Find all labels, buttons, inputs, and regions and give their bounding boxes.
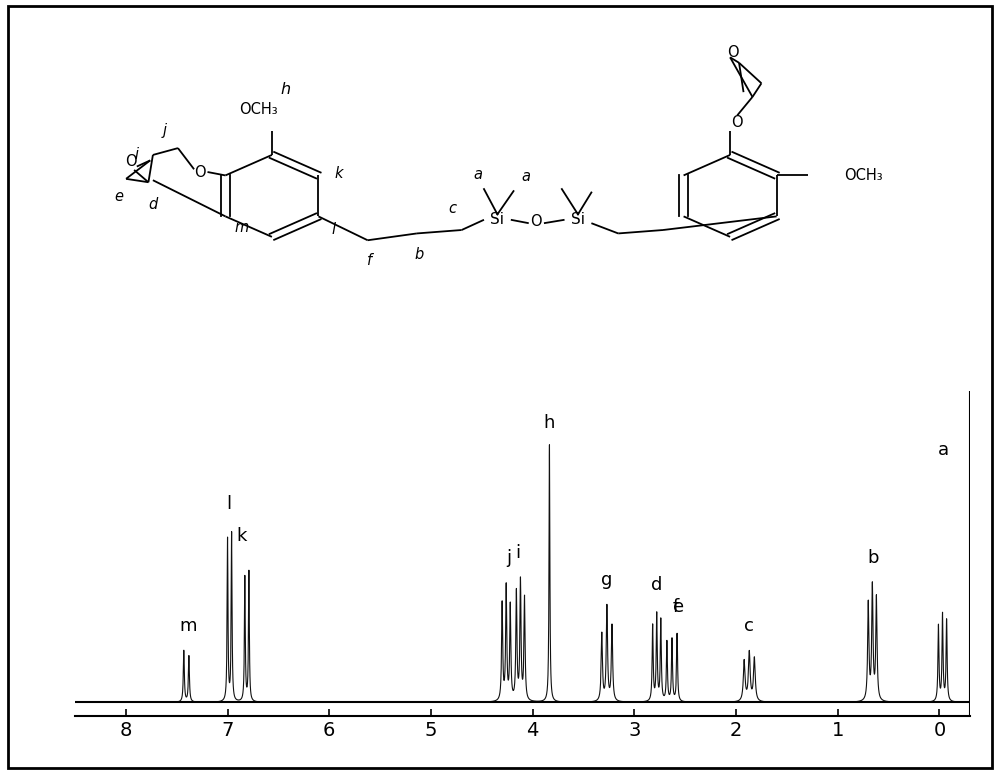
Text: j: j (506, 549, 511, 567)
Text: i: i (135, 147, 139, 163)
Text: l: l (332, 222, 336, 237)
Text: O: O (195, 165, 206, 180)
Text: d: d (148, 197, 158, 212)
Text: m: m (234, 220, 249, 235)
Text: h: h (544, 413, 555, 432)
Text: O: O (125, 154, 136, 170)
Text: a: a (522, 170, 531, 184)
Text: O: O (731, 115, 743, 130)
Text: c: c (744, 617, 754, 635)
Text: b: b (868, 549, 879, 567)
Text: m: m (180, 617, 197, 635)
Text: a: a (473, 167, 482, 182)
Text: c: c (449, 201, 457, 217)
Text: k: k (335, 166, 343, 181)
Text: O: O (530, 214, 542, 229)
Text: j: j (162, 123, 167, 138)
Text: f: f (673, 598, 679, 616)
Text: a: a (938, 440, 949, 458)
Text: h: h (280, 82, 290, 97)
Text: e: e (114, 189, 123, 204)
Text: e: e (673, 598, 684, 616)
Text: d: d (651, 576, 662, 594)
Text: k: k (237, 527, 247, 545)
Text: b: b (415, 247, 424, 262)
Text: Si: Si (571, 212, 585, 228)
Text: f: f (367, 252, 372, 268)
Text: OCH₃: OCH₃ (239, 102, 278, 118)
Text: i: i (515, 543, 520, 562)
Text: l: l (226, 495, 232, 513)
Text: O: O (727, 45, 739, 60)
Text: Si: Si (490, 212, 504, 228)
Text: OCH₃: OCH₃ (844, 168, 882, 183)
Text: g: g (601, 570, 613, 588)
